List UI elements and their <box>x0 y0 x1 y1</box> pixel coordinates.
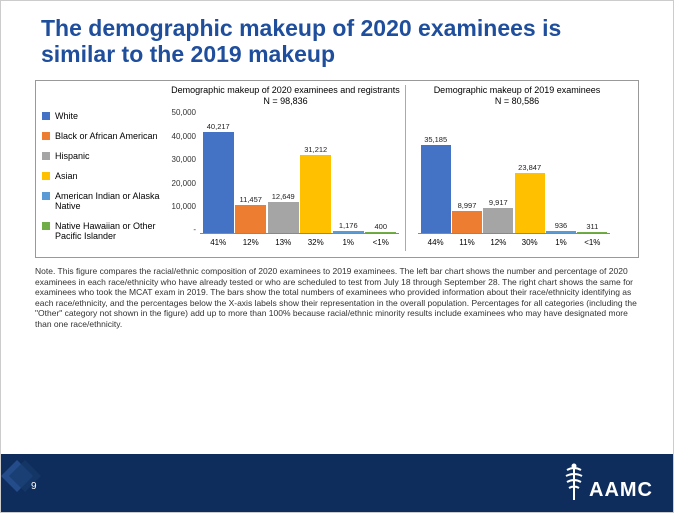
legend: White Black or African American Hispanic As… <box>42 85 166 251</box>
pct-label: 32% <box>300 238 331 247</box>
pct-label: 1% <box>546 238 576 247</box>
bar <box>235 205 266 234</box>
bar-value-label: 400 <box>374 222 387 231</box>
y-tick: 20,000 <box>172 179 196 188</box>
legend-swatch <box>42 172 50 180</box>
slide: The demographic makeup of 2020 examinees… <box>0 0 674 513</box>
bar-group: 400 <box>365 222 396 233</box>
bar-value-label: 8,997 <box>458 201 477 210</box>
pct-label: 12% <box>235 238 266 247</box>
y-tick: 50,000 <box>172 108 196 117</box>
bar-value-label: 35,185 <box>424 135 447 144</box>
chart-container: White Black or African American Hispanic As… <box>35 80 639 258</box>
pct-label: 1% <box>333 238 364 247</box>
bar-value-label: 40,217 <box>207 122 230 131</box>
bar <box>300 155 331 234</box>
legend-swatch <box>42 132 50 140</box>
bar-value-label: 31,212 <box>304 145 327 154</box>
legend-label: American Indian or Alaska Native <box>55 191 166 211</box>
y-tick: 30,000 <box>172 155 196 164</box>
panel-2019-title: Demographic makeup of 2019 examinees N =… <box>418 85 616 107</box>
bar-value-label: 12,649 <box>272 192 295 201</box>
bar-value-label: 23,847 <box>518 163 541 172</box>
bar <box>203 132 234 233</box>
panel-2020: Demographic makeup of 2020 examinees and… <box>166 85 406 251</box>
bar-value-label: 9,917 <box>489 198 508 207</box>
bar-group: 35,185 <box>421 135 451 234</box>
footnote: Note. This figure compares the racial/et… <box>35 266 639 330</box>
bar <box>483 208 513 233</box>
plot-2020: 40,217 11,457 12,649 31,212 1,176 400 <box>200 108 399 234</box>
bar-group: 936 <box>546 221 576 233</box>
bar-group: 9,917 <box>483 198 513 233</box>
legend-label: Native Hawaiian or Other Pacific Islande… <box>55 221 166 241</box>
footer-bar: 9 AAMC <box>1 454 673 512</box>
legend-label: White <box>55 111 78 121</box>
bar-group: 23,847 <box>515 163 545 233</box>
bar-group: 11,457 <box>235 195 266 234</box>
bar <box>333 231 364 234</box>
aamc-text: AAMC <box>589 479 653 502</box>
bar <box>577 232 607 233</box>
footer-decoration-icon <box>1 454 57 498</box>
bar-group: 311 <box>577 222 607 233</box>
pct-label: 30% <box>515 238 545 247</box>
pct-label: 44% <box>421 238 451 247</box>
legend-item: Asian <box>42 171 166 181</box>
legend-swatch <box>42 112 50 120</box>
bar <box>515 173 545 233</box>
bar <box>546 231 576 233</box>
legend-swatch <box>42 152 50 160</box>
bar-group: 31,212 <box>300 145 331 234</box>
pct-row-2020: 41%12%13%32%1%<1% <box>200 238 399 247</box>
bar-value-label: 11,457 <box>240 195 262 204</box>
legend-swatch <box>42 192 50 200</box>
legend-item: Native Hawaiian or Other Pacific Islande… <box>42 221 166 241</box>
bar <box>268 202 299 234</box>
y-tick: 40,000 <box>172 132 196 141</box>
legend-item: American Indian or Alaska Native <box>42 191 166 211</box>
slide-title: The demographic makeup of 2020 examinees… <box>1 1 673 74</box>
bar <box>452 211 482 234</box>
plot-2019: 35,185 8,997 9,917 23,847 936 311 <box>418 108 610 234</box>
pct-label: 41% <box>203 238 234 247</box>
pct-label: <1% <box>365 238 396 247</box>
bar <box>421 145 451 234</box>
pct-row-2019: 44%11%12%30%1%<1% <box>418 238 610 247</box>
legend-label: Hispanic <box>55 151 90 161</box>
bar <box>365 232 396 233</box>
bar-value-label: 936 <box>555 221 568 230</box>
legend-item: White <box>42 111 166 121</box>
page-number: 9 <box>31 481 37 492</box>
panel-2019: Demographic makeup of 2019 examinees N =… <box>406 85 616 251</box>
bar-group: 12,649 <box>268 192 299 234</box>
aamc-logo: AAMC <box>559 462 653 502</box>
bar-value-label: 1,176 <box>339 221 358 230</box>
legend-item: Hispanic <box>42 151 166 161</box>
y-axis: 50,000 40,000 30,000 20,000 10,000 - <box>166 108 200 234</box>
pct-label: 12% <box>483 238 513 247</box>
bar-group: 1,176 <box>333 221 364 234</box>
panel-2020-title: Demographic makeup of 2020 examinees and… <box>166 85 405 107</box>
y-tick: 10,000 <box>172 202 196 211</box>
pct-label: <1% <box>577 238 607 247</box>
legend-label: Asian <box>55 171 78 181</box>
pct-label: 13% <box>268 238 299 247</box>
bar-group: 8,997 <box>452 201 482 234</box>
bar-group: 40,217 <box>203 122 234 233</box>
legend-label: Black or African American <box>55 131 158 141</box>
legend-swatch <box>42 222 50 230</box>
bar-value-label: 311 <box>586 222 598 231</box>
caduceus-icon <box>559 462 589 502</box>
pct-label: 11% <box>452 238 482 247</box>
legend-item: Black or African American <box>42 131 166 141</box>
y-tick: - <box>193 225 196 234</box>
